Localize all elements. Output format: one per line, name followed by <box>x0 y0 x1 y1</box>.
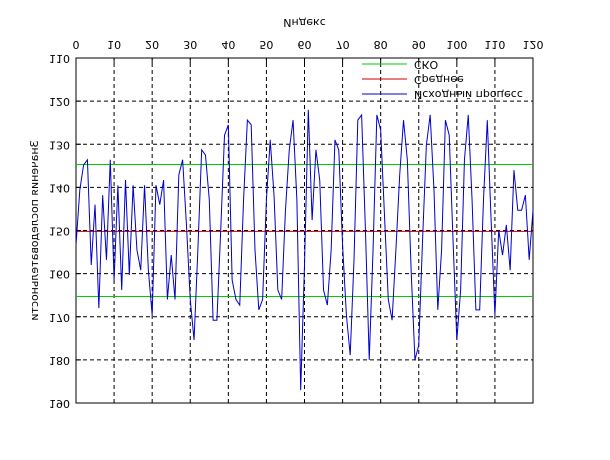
x-tick-label: 70 <box>336 38 350 51</box>
plot-group: 0 10 20 30 40 50 60 70 80 90 100 110 120 110 120 130 140… <box>28 16 544 410</box>
y-tick-label: 140 <box>49 181 70 194</box>
x-tick-label: 120 <box>523 38 544 51</box>
legend-label: СКО <box>414 58 438 71</box>
x-tick-label: 20 <box>145 38 159 51</box>
x-tick-label: 110 <box>484 38 505 51</box>
x-tick-label: 30 <box>183 38 197 51</box>
x-tick-label: 100 <box>446 38 467 51</box>
x-tick-label: 50 <box>259 38 273 51</box>
x-tick-label: 40 <box>221 38 235 51</box>
y-tick-label: 170 <box>49 311 70 324</box>
plot-frame <box>75 57 534 404</box>
y-tick-label: 190 <box>49 397 70 410</box>
y-tick-label: 150 <box>49 225 70 238</box>
y-tick-label: 130 <box>49 138 70 151</box>
x-tick-label: 0 <box>73 38 80 51</box>
y-axis-title: Значения последовательности <box>28 140 41 320</box>
y-tick-label: 110 <box>49 52 70 65</box>
y-tick-label: 120 <box>49 95 70 108</box>
y-tick-label: 160 <box>49 268 70 281</box>
x-tick-label: 10 <box>107 38 121 51</box>
x-tick-label: 90 <box>412 38 426 51</box>
data-line <box>75 109 534 391</box>
x-tick-label: 80 <box>374 38 388 51</box>
x-axis-title: Индекс <box>283 16 326 29</box>
x-tick-label: 60 <box>298 38 312 51</box>
y-tick-label: 180 <box>49 354 70 367</box>
legend-label: Исходный процесс <box>414 88 523 101</box>
legend-label: Среднее <box>414 73 464 86</box>
